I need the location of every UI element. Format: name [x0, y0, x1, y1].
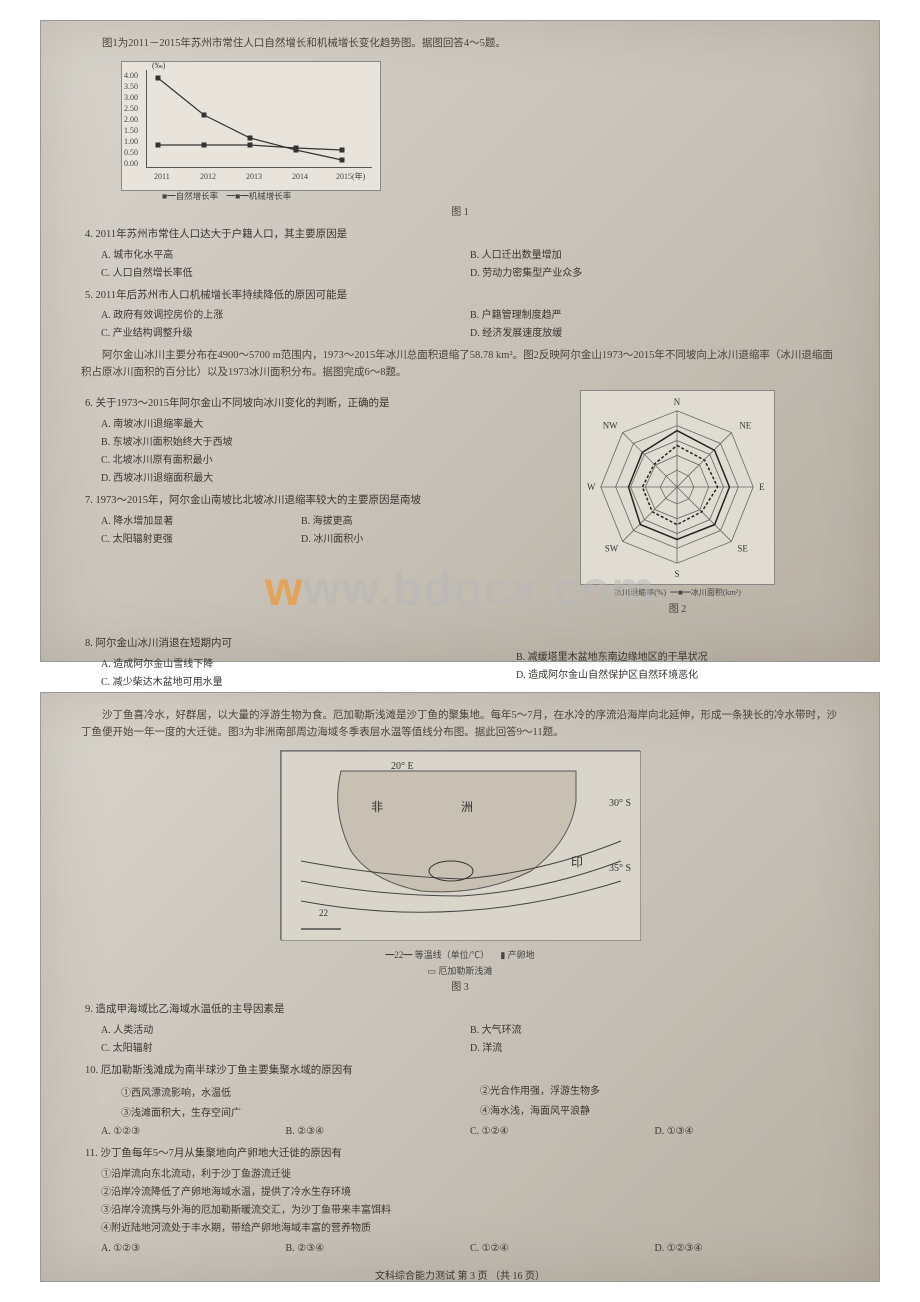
q9-opt-c: C. 太阳辐射	[101, 1041, 470, 1057]
map-legend-area: 产卵地	[508, 950, 535, 960]
q4-opt-c: C. 人口自然增长率低	[101, 266, 470, 282]
xlabel: 2015(年)	[336, 171, 365, 184]
q7-opt-a: A. 降水增加显著	[101, 514, 301, 530]
svg-text:S: S	[674, 569, 679, 579]
q10-opt-a: A. ①②③	[101, 1124, 286, 1140]
q11-item-4: ④附近陆地河流处于丰水期，带给产卵地海域丰富的营养物质	[101, 1221, 839, 1237]
map-caption: 图 3	[81, 980, 839, 996]
svg-text:E: E	[759, 482, 764, 492]
q6-opt-b: B. 东坡冰川面积始终大于西坡	[101, 435, 521, 451]
q10-opt-d: D. ①③④	[655, 1124, 840, 1140]
q7-opt-d: D. 冰川面积小	[301, 532, 501, 548]
line-chart: (‰) 4.00 3.50 3.00 2.50 2.00 1.50 1.00 0…	[121, 61, 381, 191]
xlabel: 2012	[200, 171, 216, 184]
q5-title: 5. 2011年后苏州市人口机械增长率持续降低的原因可能是	[85, 288, 839, 305]
xlabel: 2014	[292, 171, 308, 184]
q11-opt-b: B. ②③④	[286, 1241, 471, 1257]
q4-title: 4. 2011年苏州市常住人口达大于户籍人口，其主要原因是	[85, 227, 839, 244]
q6-opt-a: A. 南坡冰川退缩率最大	[101, 417, 521, 433]
q5-opt-a: A. 政府有效调控房价的上涨	[101, 308, 470, 324]
q4-opt-b: B. 人口迁出数量增加	[470, 248, 839, 264]
q8-opt-b: B. 减缓塔里木盆地东南边缘地区的干旱状况	[516, 650, 839, 666]
radar-chart: N NE E SE S SW W NW	[580, 390, 775, 585]
radar-legend-2: 冰川面积(km²)	[691, 588, 741, 597]
q6-opt-c: C. 北坡冰川原有面积最小	[101, 453, 521, 469]
q10-opt-b: B. ②③④	[286, 1124, 471, 1140]
map-legend-line: 等温线（单位/℃）	[415, 950, 490, 960]
q10-title: 10. 厄加勒斯浅滩成为南半球沙丁鱼主要集聚水域的原因有	[85, 1063, 839, 1080]
map-legend-row: ━22━ 等温线（单位/℃） ▮ 产卵地	[81, 948, 839, 962]
q4-opt-a: A. 城市化水平高	[101, 248, 470, 264]
q9-opt-a: A. 人类活动	[101, 1023, 470, 1039]
svg-text:SE: SE	[737, 543, 747, 553]
intro-text-3: 沙丁鱼喜冷水，好群居，以大量的浮游生物为食。厄加勒斯浅滩是沙丁鱼的聚集地。每年5…	[81, 708, 839, 742]
svg-text:SW: SW	[605, 543, 619, 553]
q11-opt-c: C. ①②④	[470, 1241, 655, 1257]
q11-item-3: ③沿岸冷流携与外海的厄加勒斯暖流交汇，为沙丁鱼带来丰富饵料	[101, 1203, 839, 1219]
legend-label-1: 自然增长率	[176, 191, 219, 201]
q11-title: 11. 沙丁鱼每年5～7月从集聚地向产卵地大迁徙的原因有	[85, 1146, 839, 1163]
q11-opt-d: D. ①②③④	[655, 1241, 840, 1257]
map-legend-shallow-row: ▭ 厄加勒斯浅滩	[81, 964, 839, 978]
map-legend-shallow: 厄加勒斯浅滩	[438, 966, 492, 976]
intro-text-1: 图1为2011－2015年苏州市常住人口自然增长和机械增长变化趋势图。据图回答4…	[81, 36, 839, 53]
q8-opt-d: D. 造成阿尔金山自然保护区自然环境恶化	[516, 668, 839, 684]
watermark-rest: ww.bdocx.com	[303, 563, 655, 616]
ylabel: 0.00	[124, 158, 138, 171]
q7-title: 7. 1973～2015年，阿尔金山南坡比北坡冰川退缩率较大的主要原因是南坡	[85, 493, 501, 510]
q7-opt-b: B. 海拔更高	[301, 514, 501, 530]
svg-text:非: 非	[371, 800, 383, 814]
q7-opt-c: C. 太阳辐射更强	[101, 532, 301, 548]
footer-2: 文科综合能力测试 第 3 页 （共 16 页）	[81, 1269, 839, 1285]
q6-title: 6. 关于1973～2015年阿尔金山不同坡向冰川变化的判断，正确的是	[85, 396, 501, 413]
scanned-page-2: 沙丁鱼喜冷水，好群居，以大量的浮游生物为食。厄加勒斯浅滩是沙丁鱼的聚集地。每年5…	[40, 692, 880, 1282]
q9-title: 9. 造成甲海域比乙海域水温低的主导因素是	[85, 1002, 839, 1019]
intro-text-2: 阿尔金山冰川主要分布在4900～5700 m范围内，1973～2015年冰川总面…	[81, 348, 839, 382]
q11-opt-a: A. ①②③	[101, 1241, 286, 1257]
page-container: 图1为2011－2015年苏州市常住人口自然增长和机械增长变化趋势图。据图回答4…	[0, 0, 920, 1302]
q10-item-1: ①西风漂流影响，水温低	[121, 1086, 480, 1102]
map-figure: 20° E 30° S 35° S 22 非 洲 印	[280, 750, 640, 940]
svg-text:22: 22	[319, 908, 328, 918]
q10-opt-c: C. ①②④	[470, 1124, 655, 1140]
q9-opt-b: B. 大气环流	[470, 1023, 839, 1039]
chart1-caption: 图 1	[81, 205, 839, 221]
q11-item-2: ②沿岸冷流降低了产卵地海域水温，提供了冷水生存环境	[101, 1185, 839, 1201]
xlabel: 2011	[154, 171, 170, 184]
q9-opt-d: D. 洋流	[470, 1041, 839, 1057]
q5-opt-b: B. 户籍管理制度趋严	[470, 308, 839, 324]
svg-text:NW: NW	[603, 421, 618, 431]
q11-item-1: ①沿岸流向东北流动，利于沙丁鱼游流迁徙	[101, 1167, 839, 1183]
svg-text:N: N	[674, 397, 681, 407]
q5-opt-c: C. 产业结构调整升级	[101, 326, 470, 342]
q5-opt-d: D. 经济发展速度放缓	[470, 326, 839, 342]
svg-text:30° S: 30° S	[609, 798, 631, 809]
svg-text:W: W	[587, 482, 596, 492]
legend-label-2: 机械增长率	[249, 191, 292, 201]
watermark: www.bdocx.com	[265, 562, 655, 617]
q8-title: 8. 阿尔金山冰川消退在短期内可	[85, 636, 501, 653]
q8-opt-a: A. 造成阿尔金山雪线下降	[101, 657, 521, 673]
q10-item-3: ③浅滩面积大，生存空间广	[121, 1106, 480, 1122]
svg-text:20° E: 20° E	[391, 761, 414, 772]
svg-text:印: 印	[571, 855, 583, 869]
q8-opt-c: C. 减少柴达木盆地可用水量	[101, 675, 521, 691]
q4-opt-d: D. 劳动力密集型产业众多	[470, 266, 839, 282]
svg-text:NE: NE	[739, 421, 751, 431]
watermark-w: w	[265, 563, 303, 616]
q10-item-2: ②光合作用强，浮游生物多	[480, 1084, 839, 1102]
xlabel: 2013	[246, 171, 262, 184]
q10-item-4: ④海水浅，海面风平浪静	[480, 1104, 839, 1122]
q6-opt-d: D. 西坡冰川退缩面积最大	[101, 471, 521, 487]
chart-legend: ■━自然增长率 ━■━机械增长率	[162, 190, 291, 204]
svg-text:洲: 洲	[461, 800, 473, 814]
